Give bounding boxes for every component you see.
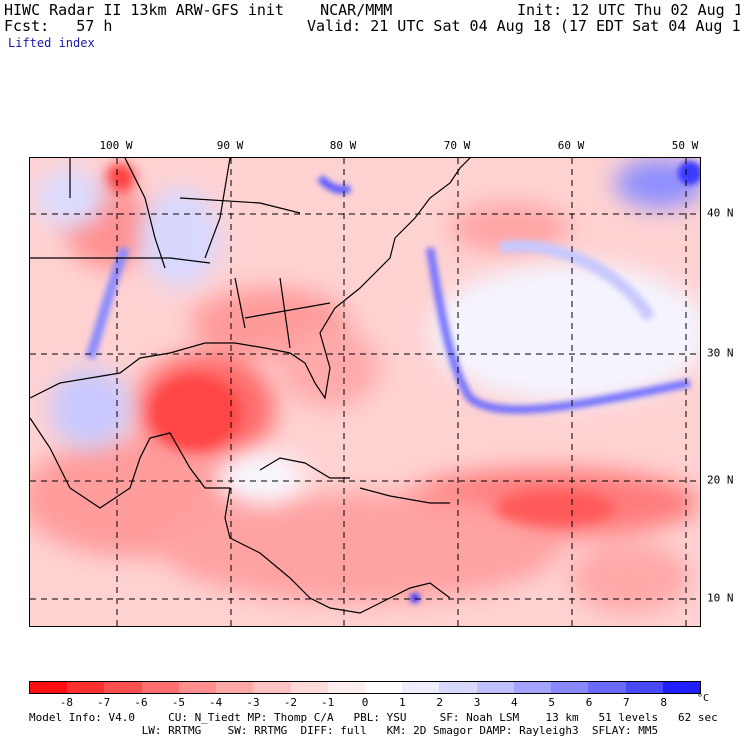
colorbar-cell xyxy=(104,682,142,693)
colorbar-tick-label: 7 xyxy=(623,696,630,709)
colorbar-cell xyxy=(178,682,217,693)
colorbar-cell xyxy=(67,682,105,693)
model-info-line2: LW: RRTMG SW: RRTMG DIFF: full KM: 2D Sm… xyxy=(29,724,659,737)
colorbar-tick-label: 0 xyxy=(361,696,369,709)
colorbar-tick-label: -2 xyxy=(283,696,297,709)
lat-label-30n: 30 N xyxy=(707,346,734,360)
lon-label-80w: 80 W xyxy=(329,139,357,152)
colorbar-tick-label: -6 xyxy=(134,696,148,709)
colorbar-cell xyxy=(662,682,700,693)
lon-label-90w: 90 W xyxy=(216,139,244,152)
init-time: Init: 12 UTC Thu 02 Aug 18 xyxy=(517,1,740,19)
header-title: HIWC Radar II 13km ARW-GFS init NCAR/MMM xyxy=(4,1,393,19)
colorbar-cell xyxy=(30,682,68,693)
colorbar-tick-label: 8 xyxy=(660,696,667,709)
lat-label-20n: 20 N xyxy=(707,473,734,487)
colorbar-cell xyxy=(513,682,552,693)
colorbar-tick-label: 2 xyxy=(436,696,443,709)
lat-label-10n: 10 N xyxy=(707,591,734,605)
colorbar-tick-label: -7 xyxy=(97,696,111,709)
lon-label-100w: 100 W xyxy=(99,139,133,152)
stable-bands xyxy=(85,161,700,603)
forecast-hour: Fcst: 57 h xyxy=(4,17,113,35)
colorbar-cell xyxy=(551,682,589,693)
colorbar-cell xyxy=(402,682,440,693)
colorbar-tick-label: 6 xyxy=(585,696,593,709)
colorbar-tick-label: -5 xyxy=(171,696,185,709)
colorbar-cell xyxy=(290,682,328,693)
colorbar-cell xyxy=(625,682,663,693)
coastlines xyxy=(30,158,471,614)
colorbar-cell xyxy=(588,682,626,693)
colorbar-cell xyxy=(476,682,514,693)
colorbar-cell xyxy=(216,682,254,693)
colorbar-cell xyxy=(253,682,291,693)
colorbar-tick-label: 3 xyxy=(473,696,481,709)
colorbar xyxy=(29,681,701,694)
colorbar-tick-label: -4 xyxy=(209,696,223,709)
lat-label-40n: 40 N xyxy=(707,206,734,220)
map-canvas xyxy=(30,158,700,626)
lon-label-70w: 70 W xyxy=(443,139,471,152)
colorbar-cell xyxy=(141,682,179,693)
valid-time: Valid: 21 UTC Sat 04 Aug 18 (17 EDT Sat … xyxy=(307,17,740,35)
model-info-line1: Model Info: V4.0 CU: N_Tiedt MP: Thomp C… xyxy=(29,711,718,724)
colorbar-tick-label: 5 xyxy=(548,696,555,709)
colorbar-tick-label: -3 xyxy=(246,696,260,709)
lifted-index-map xyxy=(29,157,701,627)
lon-label-50w: 50 W xyxy=(671,139,699,152)
lon-label-60w: 60 W xyxy=(557,139,585,152)
colorbar-tick-label: 1 xyxy=(399,696,406,709)
field-name: Lifted index xyxy=(8,36,95,50)
most-unstable-core xyxy=(105,163,615,526)
colorbar-unit: °C xyxy=(697,693,710,704)
colorbar-tick-label: -1 xyxy=(321,696,335,709)
colorbar-cell xyxy=(439,682,477,693)
colorbar-cell xyxy=(327,682,365,693)
grid-lines xyxy=(30,158,700,626)
colorbar-cell xyxy=(364,682,403,693)
colorbar-tick-label: -8 xyxy=(59,696,73,709)
colorbar-tick-label: 4 xyxy=(511,696,518,709)
